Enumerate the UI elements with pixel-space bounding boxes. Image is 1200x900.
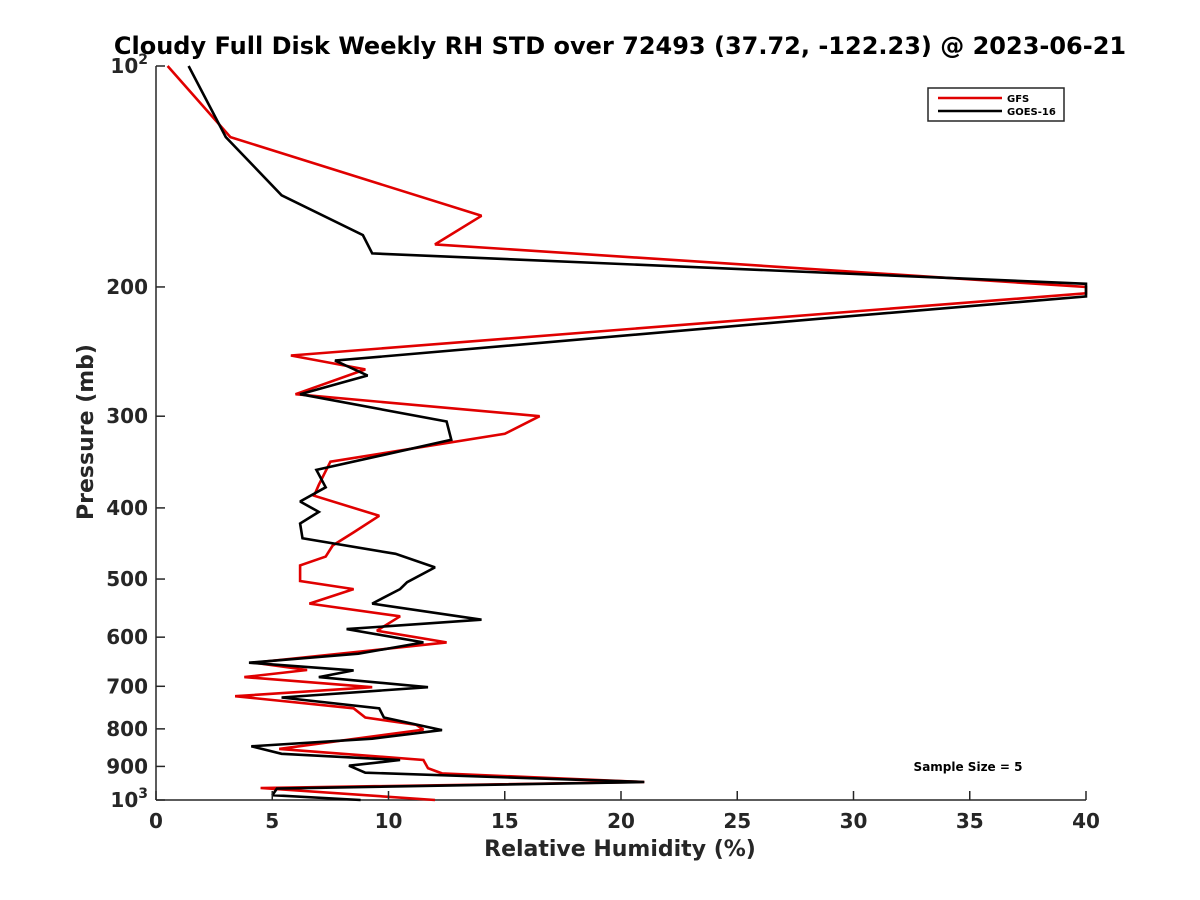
x-tick-label: 15 (491, 809, 519, 833)
x-tick-label: 10 (375, 809, 403, 833)
x-axis: 0 5 10 15 20 25 30 35 40 (149, 791, 1100, 833)
sample-size-annotation: Sample Size = 5 (914, 760, 1023, 774)
legend-box (927, 87, 1065, 122)
series-line-goes-16 (187, 65, 1088, 802)
y-tick-label: 200 (106, 275, 148, 299)
y-tick-label: 103 (110, 786, 148, 812)
y-axis: 102 200 300 400 500 600 700 800 900 103 (106, 52, 165, 812)
legend-label: GFS (1007, 94, 1029, 105)
chart-title: Cloudy Full Disk Weekly RH STD over 7249… (114, 32, 1126, 60)
x-tick-label: 35 (956, 809, 984, 833)
x-tick-label: 0 (149, 809, 163, 833)
y-tick-label: 900 (106, 754, 148, 778)
y-tick-label: 600 (106, 625, 148, 649)
x-tick-label: 40 (1072, 809, 1100, 833)
plot-frame (155, 66, 1086, 801)
x-tick-label: 30 (840, 809, 868, 833)
series-layer (166, 65, 1088, 802)
x-tick-label: 5 (265, 809, 279, 833)
y-tick-label: 400 (106, 496, 148, 520)
y-tick-label: 800 (106, 717, 148, 741)
y-tick-label: 300 (106, 404, 148, 428)
x-tick-label: 25 (723, 809, 751, 833)
x-axis-label: Relative Humidity (%) (484, 837, 756, 862)
y-tick-label: 500 (106, 567, 148, 591)
y-axis-label: Pressure (mb) (74, 344, 99, 520)
y-tick-label: 700 (106, 674, 148, 698)
legend-label: GOES-16 (1007, 107, 1056, 118)
series-line-gfs (166, 65, 1088, 802)
y-tick-label: 102 (110, 52, 148, 78)
legend: GFS GOES-16 (927, 87, 1065, 122)
x-tick-label: 20 (607, 809, 635, 833)
